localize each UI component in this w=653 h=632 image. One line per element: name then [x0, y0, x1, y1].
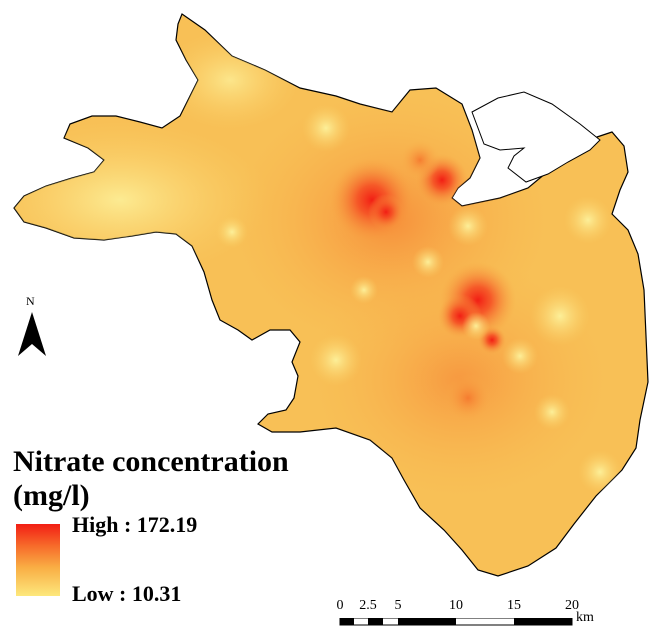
north-label: N — [26, 294, 35, 308]
scale-tick-label: 20 — [565, 598, 579, 613]
legend-title: Nitrate concentration — [13, 445, 289, 478]
scale-unit: km — [576, 610, 594, 625]
legend-unit: (mg/l) — [13, 479, 90, 512]
scale-bar: 0 2.5 5 10 15 20 km — [336, 598, 594, 628]
scale-tick-label: 0 — [336, 598, 344, 613]
scale-tick-label: 5 — [394, 598, 402, 613]
legend-low-label: Low : 10.31 — [72, 581, 182, 606]
water-inlet — [471, 91, 601, 183]
scale-tick-label: 15 — [507, 598, 521, 613]
legend-high-label: High : 172.19 — [72, 512, 198, 537]
scale-bar-graphic — [339, 618, 573, 626]
scale-tick-label: 2.5 — [359, 598, 377, 613]
scale-tick-label: 10 — [449, 598, 463, 613]
legend-color-ramp — [16, 524, 60, 596]
north-arrow-icon — [18, 312, 46, 356]
